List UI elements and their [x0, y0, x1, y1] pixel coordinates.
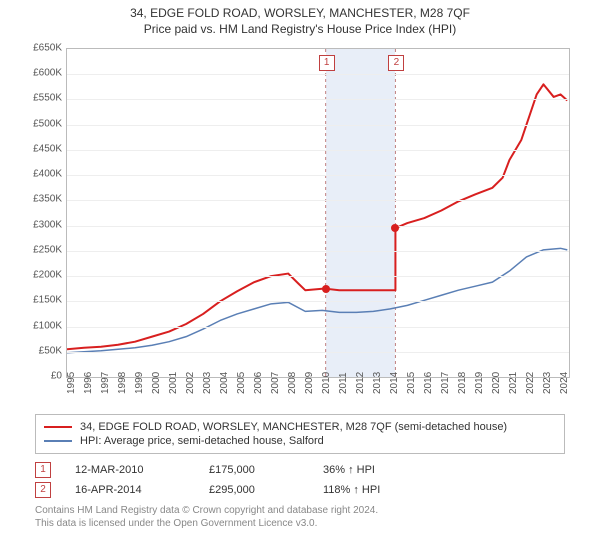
event-price: £295,000: [209, 484, 299, 496]
legend-swatch: [44, 426, 72, 428]
event-marker-icon: 1: [35, 462, 51, 478]
footer-line: This data is licensed under the Open Gov…: [35, 517, 565, 530]
legend-swatch: [44, 440, 72, 442]
legend: 34, EDGE FOLD ROAD, WORSLEY, MANCHESTER,…: [35, 414, 565, 454]
plot-area: 12: [66, 48, 570, 378]
legend-item: HPI: Average price, semi-detached house,…: [44, 435, 556, 447]
legend-item: 34, EDGE FOLD ROAD, WORSLEY, MANCHESTER,…: [44, 421, 556, 433]
legend-label: HPI: Average price, semi-detached house,…: [80, 435, 324, 447]
event-pct: 118% ↑ HPI: [323, 484, 380, 496]
event-price: £175,000: [209, 464, 299, 476]
event-row: 2 16-APR-2014 £295,000 118% ↑ HPI: [35, 482, 565, 498]
chart: 12 £0£50K£100K£150K£200K£250K£300K£350K£…: [20, 42, 580, 408]
chart-lines: [67, 49, 569, 377]
event-date: 12-MAR-2010: [75, 464, 185, 476]
title-block: 34, EDGE FOLD ROAD, WORSLEY, MANCHESTER,…: [0, 0, 600, 38]
event-pct: 36% ↑ HPI: [323, 464, 375, 476]
legend-label: 34, EDGE FOLD ROAD, WORSLEY, MANCHESTER,…: [80, 421, 507, 433]
footer: Contains HM Land Registry data © Crown c…: [35, 504, 565, 530]
event-row: 1 12-MAR-2010 £175,000 36% ↑ HPI: [35, 462, 565, 478]
events-table: 1 12-MAR-2010 £175,000 36% ↑ HPI 2 16-AP…: [35, 462, 565, 498]
footer-line: Contains HM Land Registry data © Crown c…: [35, 504, 565, 517]
chart-title-address: 34, EDGE FOLD ROAD, WORSLEY, MANCHESTER,…: [0, 6, 600, 20]
chart-subtitle: Price paid vs. HM Land Registry's House …: [0, 22, 600, 36]
event-marker-icon: 2: [35, 482, 51, 498]
event-date: 16-APR-2014: [75, 484, 185, 496]
